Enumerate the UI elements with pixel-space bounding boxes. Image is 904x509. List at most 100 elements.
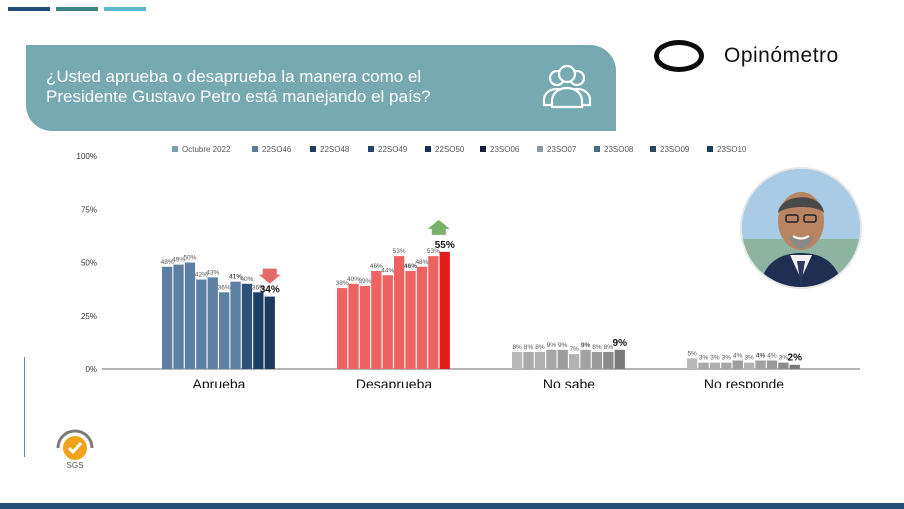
data-label: 48% xyxy=(415,259,428,266)
bar xyxy=(207,277,218,369)
data-label: 3% xyxy=(744,355,754,362)
data-label: 9% xyxy=(613,338,628,349)
top-accent-bar-1 xyxy=(8,7,50,11)
bar xyxy=(371,271,382,369)
bar xyxy=(241,283,253,369)
data-label: 36% xyxy=(218,284,231,291)
data-label: 9% xyxy=(558,342,568,349)
data-label: 8% xyxy=(604,344,614,351)
bar xyxy=(614,349,625,369)
bar xyxy=(196,279,207,369)
data-label: 34% xyxy=(260,285,280,296)
bar xyxy=(709,362,721,369)
data-label: 3% xyxy=(699,355,709,362)
legend-swatch xyxy=(425,146,431,152)
data-label: 9% xyxy=(547,342,557,349)
legend-label: 23SO07 xyxy=(547,145,577,154)
bar xyxy=(569,354,580,369)
bar xyxy=(698,362,709,369)
category-label: No responde xyxy=(704,376,784,388)
bar xyxy=(416,266,428,369)
legend-label: 22SO46 xyxy=(262,145,292,154)
data-label: 40% xyxy=(240,276,253,283)
data-label: 9% xyxy=(581,342,591,349)
legend-label: Octubre 2022 xyxy=(182,145,231,154)
data-label: 39% xyxy=(358,278,371,285)
bar xyxy=(687,358,698,369)
people-group-icon xyxy=(542,64,592,109)
bar xyxy=(789,364,800,369)
data-label: 36% xyxy=(252,284,265,291)
data-label: 48% xyxy=(161,259,174,266)
bar xyxy=(755,360,766,369)
data-label: 38% xyxy=(336,280,349,287)
question-banner: ¿Usted aprueba o desaprueba la manera co… xyxy=(26,45,616,131)
bar xyxy=(184,262,196,369)
data-label: 53% xyxy=(427,248,440,255)
top-accent-bar-3 xyxy=(104,7,146,11)
category-label: No sabe xyxy=(543,376,595,388)
legend-swatch xyxy=(252,146,258,152)
data-label: 46% xyxy=(404,263,417,270)
legend-swatch xyxy=(368,146,374,152)
y-tick-label: 50% xyxy=(81,259,97,268)
data-label: 42% xyxy=(195,272,208,279)
y-tick-label: 100% xyxy=(77,152,97,161)
legend-swatch xyxy=(650,146,656,152)
sgs-badge-icon: SGS xyxy=(56,429,94,470)
opinometro-ring-logo-icon xyxy=(654,40,704,72)
bar xyxy=(337,288,348,369)
data-label: 5% xyxy=(687,350,697,357)
data-label: 41% xyxy=(229,274,242,281)
data-label: 3% xyxy=(779,355,789,362)
data-label: 8% xyxy=(535,344,545,351)
bar xyxy=(394,256,405,369)
bar xyxy=(591,351,603,369)
data-label: 46% xyxy=(370,263,383,270)
y-tick-label: 25% xyxy=(81,312,97,321)
legend-swatch xyxy=(537,146,543,152)
data-label: 53% xyxy=(393,248,406,255)
approval-chart: 0% 25% 50% 75% 100% Octubre 2022 22SO46 22SO48 2… xyxy=(77,145,860,388)
data-label: 40% xyxy=(347,276,360,283)
legend-swatch xyxy=(594,146,600,152)
bar xyxy=(766,360,778,369)
bar xyxy=(603,351,614,369)
sgs-label: SGS xyxy=(67,461,84,470)
bar xyxy=(348,283,359,369)
bar xyxy=(439,251,450,369)
legend-swatch xyxy=(707,146,713,152)
down-arrow-icon xyxy=(258,268,281,284)
y-tick-label: 75% xyxy=(81,205,97,214)
bar xyxy=(557,349,568,369)
president-photo xyxy=(740,167,862,289)
legend-label: 23SO06 xyxy=(490,145,520,154)
up-arrow-icon xyxy=(427,219,450,235)
bar xyxy=(523,351,534,369)
category-label: Aprueba xyxy=(193,376,246,388)
data-label: 8% xyxy=(592,344,602,351)
legend-swatch xyxy=(172,146,178,152)
side-divider xyxy=(24,357,25,457)
question-title: ¿Usted aprueba o desaprueba la manera co… xyxy=(46,67,431,106)
legend-swatch xyxy=(480,146,486,152)
bottom-accent-bar xyxy=(0,503,904,509)
bar xyxy=(219,292,230,369)
bar xyxy=(405,271,416,369)
data-label: 4% xyxy=(767,352,777,359)
bar xyxy=(359,285,371,369)
data-label: 8% xyxy=(512,344,522,351)
data-label: 50% xyxy=(183,255,196,262)
data-label: 43% xyxy=(206,269,219,276)
bar xyxy=(721,362,732,369)
legend-swatch xyxy=(310,146,316,152)
category-label: Desaprueba xyxy=(356,376,432,388)
legend-label: 22SO49 xyxy=(378,145,408,154)
data-label: 44% xyxy=(381,267,394,274)
y-tick-label: 0% xyxy=(85,365,97,374)
data-label: 8% xyxy=(524,344,534,351)
data-label: 4% xyxy=(733,352,743,359)
bar xyxy=(580,349,591,369)
bar xyxy=(230,281,241,369)
bar xyxy=(173,264,184,369)
